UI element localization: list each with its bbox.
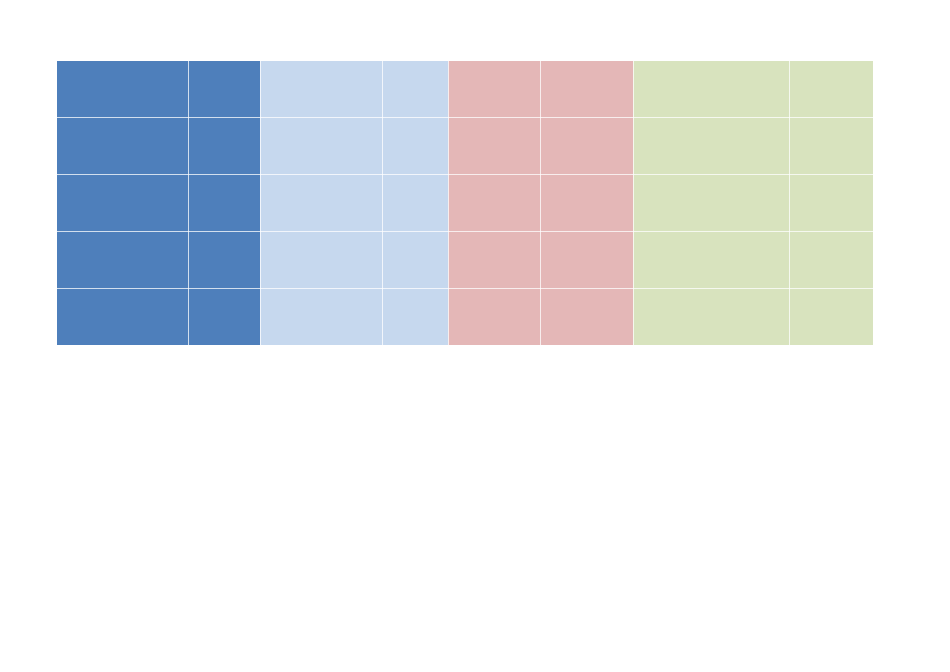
table-cell xyxy=(187,117,261,175)
table-cell xyxy=(187,231,261,289)
table-row xyxy=(57,117,873,175)
table-cell xyxy=(539,174,634,232)
colored-table xyxy=(57,61,873,345)
table-cell xyxy=(632,174,790,232)
table-cell xyxy=(447,288,541,345)
table-cell xyxy=(187,288,261,345)
table-cell xyxy=(57,174,189,232)
table-cell xyxy=(447,174,541,232)
table-cell xyxy=(381,61,449,118)
table-body xyxy=(57,61,873,345)
table-cell xyxy=(381,117,449,175)
table-row xyxy=(57,231,873,289)
table-cell xyxy=(632,117,790,175)
table-cell xyxy=(57,61,189,118)
table-cell xyxy=(788,174,873,232)
table-cell xyxy=(57,117,189,175)
table-cell xyxy=(539,117,634,175)
table-cell xyxy=(57,231,189,289)
table-cell xyxy=(447,117,541,175)
table-cell xyxy=(632,231,790,289)
table-cell xyxy=(539,61,634,118)
table-cell xyxy=(187,174,261,232)
table-cell xyxy=(539,231,634,289)
table-cell xyxy=(632,61,790,118)
table-cell xyxy=(788,231,873,289)
table-cell xyxy=(788,61,873,118)
table-row xyxy=(57,174,873,232)
table-cell xyxy=(447,61,541,118)
table-cell xyxy=(259,61,383,118)
table-cell xyxy=(447,231,541,289)
table-cell xyxy=(57,288,189,345)
table-cell xyxy=(381,174,449,232)
table-cell xyxy=(381,288,449,345)
table-cell xyxy=(259,231,383,289)
table-cell xyxy=(381,231,449,289)
table-cell xyxy=(187,61,261,118)
table-cell xyxy=(259,288,383,345)
table-cell xyxy=(788,117,873,175)
table-row xyxy=(57,288,873,345)
table-cell xyxy=(788,288,873,345)
table-cell xyxy=(632,288,790,345)
table-cell xyxy=(259,117,383,175)
table-cell xyxy=(539,288,634,345)
table-row xyxy=(57,61,873,118)
table-cell xyxy=(259,174,383,232)
